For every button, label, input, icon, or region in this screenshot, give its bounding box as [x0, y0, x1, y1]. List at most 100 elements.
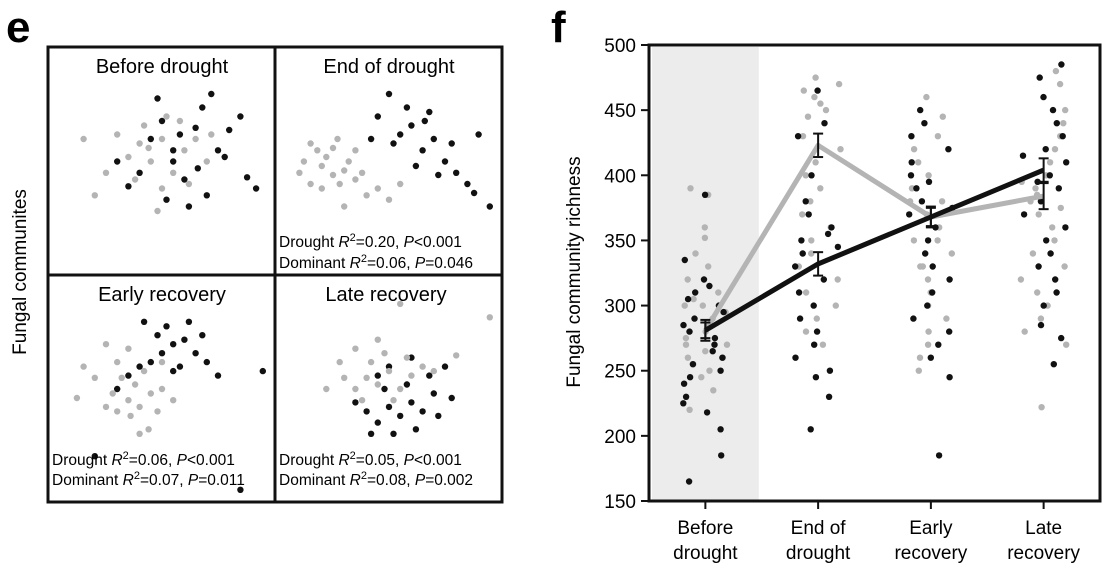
scatter-point-gray — [453, 352, 460, 359]
scatter-point-black — [163, 323, 170, 330]
richness-point-gray — [802, 172, 809, 179]
richness-point-black — [808, 172, 815, 179]
richness-point-black — [718, 452, 725, 459]
scatter-point-gray — [170, 397, 177, 404]
stat-r2: 0.06 — [376, 255, 406, 272]
richness-point-gray — [682, 341, 690, 348]
richness-point-black — [828, 224, 835, 231]
richness-point-gray — [702, 348, 709, 355]
scatter-point-gray — [158, 135, 166, 143]
richness-point-gray — [684, 354, 692, 361]
scatter-point-gray — [329, 144, 337, 152]
richness-point-black — [824, 230, 832, 238]
richness-point-black — [685, 478, 693, 485]
scatter-point-gray — [430, 367, 437, 375]
scatter-point-gray — [158, 358, 166, 366]
scatter-point-gray — [352, 176, 359, 183]
scatter-point-black — [163, 196, 170, 203]
richness-point-gray — [934, 133, 942, 140]
scatter-point-black — [352, 399, 359, 406]
scatter-point-gray — [158, 385, 166, 393]
scatter-point-black — [185, 203, 193, 210]
richness-point-gray — [924, 341, 932, 348]
richness-point-gray — [687, 185, 694, 192]
richness-point-black — [1058, 334, 1065, 342]
scatter-point-gray — [158, 185, 166, 192]
scatter-point-black — [486, 203, 493, 210]
scatter-point-gray — [181, 147, 188, 154]
scatter-point-gray — [208, 131, 215, 138]
scatter-point-black — [430, 390, 437, 397]
richness-point-gray — [1034, 289, 1041, 296]
scatter-point-black — [397, 131, 404, 138]
scatter-point-black — [419, 408, 426, 415]
scatter-point-black — [114, 158, 121, 165]
y-tick-label: 350 — [604, 231, 636, 252]
scatter-point-gray — [374, 381, 381, 388]
richness-point-gray — [917, 263, 924, 270]
scatter-point-gray — [358, 397, 366, 404]
scatter-point-gray — [102, 403, 110, 411]
scatter-point-gray — [307, 180, 314, 188]
scatter-point-gray — [114, 131, 121, 138]
scatter-point-black — [426, 372, 433, 379]
scatter-point-black — [441, 158, 449, 165]
richness-point-black — [946, 374, 953, 381]
richness-point-black — [946, 328, 953, 335]
richness-point-black — [812, 374, 820, 381]
scatter-point-gray — [203, 158, 210, 165]
scatter-point-gray — [334, 135, 341, 143]
richness-point-black — [1062, 224, 1069, 231]
scatter-point-black — [412, 162, 420, 170]
scatter-point-black — [158, 350, 166, 357]
x-tick-label: Early — [909, 518, 953, 539]
scatter-point-gray — [419, 363, 426, 370]
scatter-point-gray — [136, 140, 143, 147]
scatter-point-black — [154, 95, 161, 102]
scatter-point-gray — [397, 180, 404, 188]
scatter-point-gray — [109, 390, 116, 397]
richness-point-black — [1053, 120, 1061, 127]
x-tick-label: recovery — [894, 543, 967, 564]
scatter-point-black — [367, 135, 375, 143]
y-tick-label: 400 — [604, 166, 636, 187]
scatter-point-black — [192, 124, 199, 131]
scatter-point-black — [91, 453, 99, 460]
stat-p: =0.046 — [425, 255, 473, 272]
scatter-point-gray — [114, 358, 121, 366]
stat-r2: 0.08 — [376, 472, 406, 489]
richness-point-gray — [701, 234, 709, 241]
panel-e-points — [73, 90, 493, 493]
scatter-point-gray — [381, 350, 388, 357]
richness-point-black — [796, 315, 804, 322]
scatter-point-gray — [91, 374, 99, 381]
scatter-point-gray — [131, 381, 139, 388]
scatter-point-black — [426, 108, 433, 116]
richness-point-black — [711, 341, 718, 348]
richness-point-gray — [1052, 67, 1060, 75]
richness-point-black — [924, 302, 931, 309]
scatter-point-gray — [147, 158, 154, 165]
richness-point-gray — [943, 315, 950, 322]
scatter-point-gray — [363, 374, 370, 381]
scatter-point-gray — [154, 207, 161, 215]
scatter-point-gray — [102, 341, 110, 348]
richness-point-black — [906, 211, 913, 218]
scatter-point-black — [237, 113, 244, 120]
richness-point-gray — [811, 93, 818, 101]
richness-point-black — [795, 289, 803, 296]
x-tick-label: Before — [677, 518, 733, 539]
scatter-point-gray — [486, 314, 493, 321]
scatter-point-gray — [397, 300, 404, 308]
richness-point-gray — [1032, 185, 1039, 192]
stat-label: Dominant — [279, 255, 346, 272]
scatter-point-gray — [374, 185, 381, 192]
scatter-point-gray — [131, 176, 139, 183]
richness-point-gray — [802, 328, 810, 335]
scatter-point-black — [176, 131, 184, 138]
scatter-point-gray — [136, 403, 143, 411]
scatter-point-black — [435, 171, 442, 179]
richness-point-black — [792, 263, 799, 270]
scatter-point-gray — [73, 394, 81, 402]
richness-point-black — [929, 263, 936, 270]
